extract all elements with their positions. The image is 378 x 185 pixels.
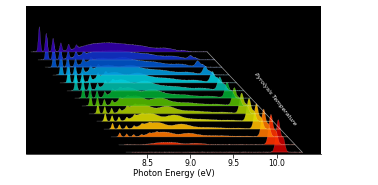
Polygon shape — [111, 109, 288, 137]
Polygon shape — [104, 104, 280, 129]
Polygon shape — [31, 27, 207, 52]
X-axis label: Photon Energy (eV): Photon Energy (eV) — [133, 169, 215, 179]
Polygon shape — [53, 56, 229, 75]
Polygon shape — [126, 120, 302, 152]
Polygon shape — [119, 114, 295, 145]
Polygon shape — [60, 65, 237, 83]
Polygon shape — [67, 75, 244, 90]
Polygon shape — [89, 93, 266, 114]
Polygon shape — [97, 98, 273, 122]
Polygon shape — [38, 36, 215, 60]
Polygon shape — [82, 88, 259, 106]
Polygon shape — [75, 82, 251, 98]
Polygon shape — [45, 46, 222, 67]
Text: Pyrolysis Temperature: Pyrolysis Temperature — [253, 72, 297, 126]
